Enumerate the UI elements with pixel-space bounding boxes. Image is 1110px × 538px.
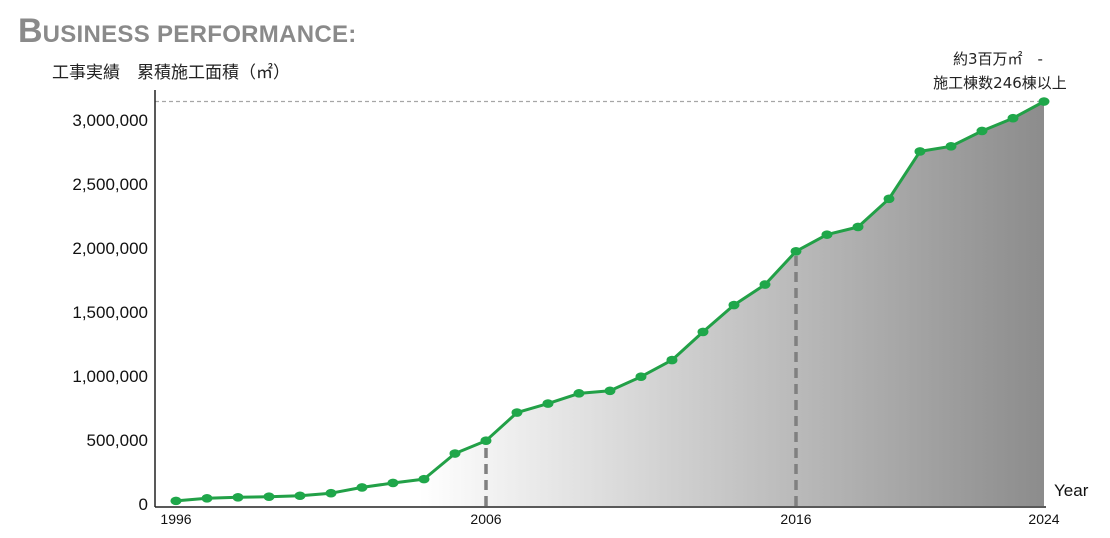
heading-initial: B <box>18 12 43 50</box>
data-point-2015 <box>759 280 771 289</box>
data-point-2021 <box>945 142 957 151</box>
data-point-2010 <box>604 386 616 396</box>
data-point-2024 <box>1038 97 1050 106</box>
data-point-1998 <box>232 492 244 502</box>
data-point-2002 <box>356 483 368 492</box>
y-tick-label: 1,500,000 <box>72 303 148 322</box>
x-tick-label: 2024 <box>1028 511 1060 527</box>
data-point-2003 <box>387 478 399 488</box>
data-point-2016 <box>790 246 802 256</box>
data-point-2023 <box>1007 113 1019 123</box>
data-point-1996 <box>170 496 182 506</box>
data-point-1999 <box>263 492 275 501</box>
x-tick-label: 1996 <box>160 511 192 527</box>
data-point-2001 <box>325 488 337 498</box>
data-point-2019 <box>883 194 895 204</box>
data-point-2006 <box>480 436 492 446</box>
y-tick-label: 2,000,000 <box>72 239 148 258</box>
y-tick-label: 0 <box>138 495 148 514</box>
annotation-line-2: 施工棟数246棟以上 <box>933 74 1067 92</box>
data-point-2020 <box>914 147 926 156</box>
annotation-line-1: 約3百万㎡ - <box>953 50 1043 68</box>
data-point-2022 <box>976 126 988 136</box>
x-tick-label: 2006 <box>470 511 502 527</box>
data-point-2018 <box>852 222 864 232</box>
y-tick-label: 2,500,000 <box>72 175 148 194</box>
data-point-2009 <box>573 389 585 398</box>
data-point-2012 <box>666 355 678 365</box>
heading-rest: USINESS PERFORMANCE: <box>42 21 357 48</box>
x-tick-label: 2016 <box>780 511 812 527</box>
y-tick-label: 3,000,000 <box>72 111 148 130</box>
data-point-2005 <box>449 449 461 458</box>
page-heading: BUSINESS PERFORMANCE: <box>18 12 357 51</box>
data-point-2011 <box>635 372 647 382</box>
data-point-1997 <box>201 494 213 503</box>
y-tick-label: 1,000,000 <box>72 367 148 386</box>
data-point-2007 <box>511 408 523 417</box>
chart-title: 工事実績 累積施工面積（㎡） <box>52 63 290 83</box>
area-fill <box>176 101 1044 506</box>
x-axis-title: Year <box>1054 481 1089 500</box>
data-point-2017 <box>821 230 833 239</box>
data-point-2000 <box>294 491 306 501</box>
data-point-2008 <box>542 399 554 408</box>
y-tick-label: 500,000 <box>86 431 148 450</box>
data-point-2013 <box>697 327 709 337</box>
data-point-2014 <box>728 300 740 310</box>
data-point-2004 <box>418 474 430 484</box>
